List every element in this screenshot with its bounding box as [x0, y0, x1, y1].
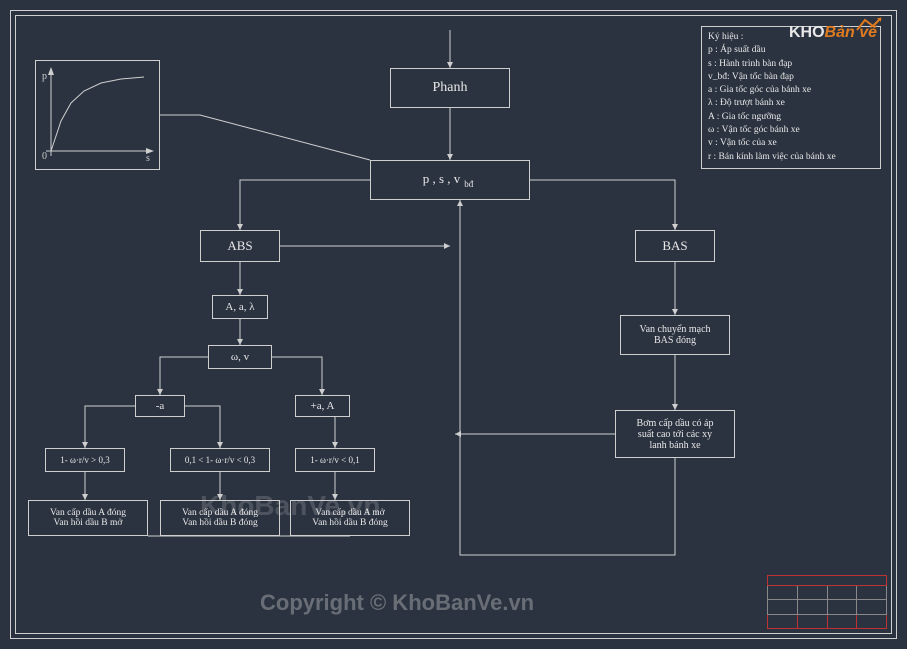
node-r3: Van cấp dầu A mởVan hồi dầu B đóng	[290, 500, 410, 536]
legend-item: p : Áp suất dầu	[708, 44, 874, 57]
legend-item: λ : Độ trượt bánh xe	[708, 97, 874, 110]
node-r2: Van cấp dầu A đóngVan hồi dầu B đóng	[160, 500, 280, 536]
node-c2: 0,1 < 1- ω·r/v < 0,3	[170, 448, 270, 472]
svg-text:0: 0	[42, 151, 47, 162]
legend-item: A : Gia tốc ngưỡng	[708, 111, 874, 124]
node-r1: Van cấp dầu A đóngVan hồi dầu B mở	[28, 500, 148, 536]
legend-item: v : Vận tốc của xe	[708, 137, 874, 150]
legend-item: a : Gia tốc góc của bánh xe	[708, 84, 874, 97]
node-phanh: Phanh	[390, 68, 510, 108]
svg-text:s: s	[146, 153, 150, 164]
node-aal: A, a, λ	[212, 295, 268, 319]
legend-item: v_bđ: Vận tốc bàn đạp	[708, 71, 874, 84]
legend-box: Ký hiệu : p : Áp suất dầus : Hành trình …	[701, 26, 881, 169]
legend-item: r : Bán kính làm việc của bánh xe	[708, 151, 874, 164]
node-abs: ABS	[200, 230, 280, 262]
node-posa: +a, A	[295, 395, 350, 417]
node-c3: 1- ω·r/v < 0,1	[295, 448, 375, 472]
legend-title: Ký hiệu :	[708, 31, 874, 44]
node-bas: BAS	[635, 230, 715, 262]
node-nega: -a	[135, 395, 185, 417]
svg-text:p: p	[42, 71, 47, 82]
title-block	[767, 575, 887, 629]
node-psv: p , s , vbđ	[370, 160, 530, 200]
legend-item: s : Hành trình bàn đạp	[708, 58, 874, 71]
legend-item: ω : Vận tốc góc bánh xe	[708, 124, 874, 137]
node-wv: ω, v	[208, 345, 272, 369]
node-basp: Bơm cấp dầu có ápsuất cao tới các xylanh…	[615, 410, 735, 458]
graph-inset: p s 0	[35, 60, 160, 170]
node-c1: 1- ω·r/v > 0,3	[45, 448, 125, 472]
node-basv: Van chuyển mạchBAS đóng	[620, 315, 730, 355]
